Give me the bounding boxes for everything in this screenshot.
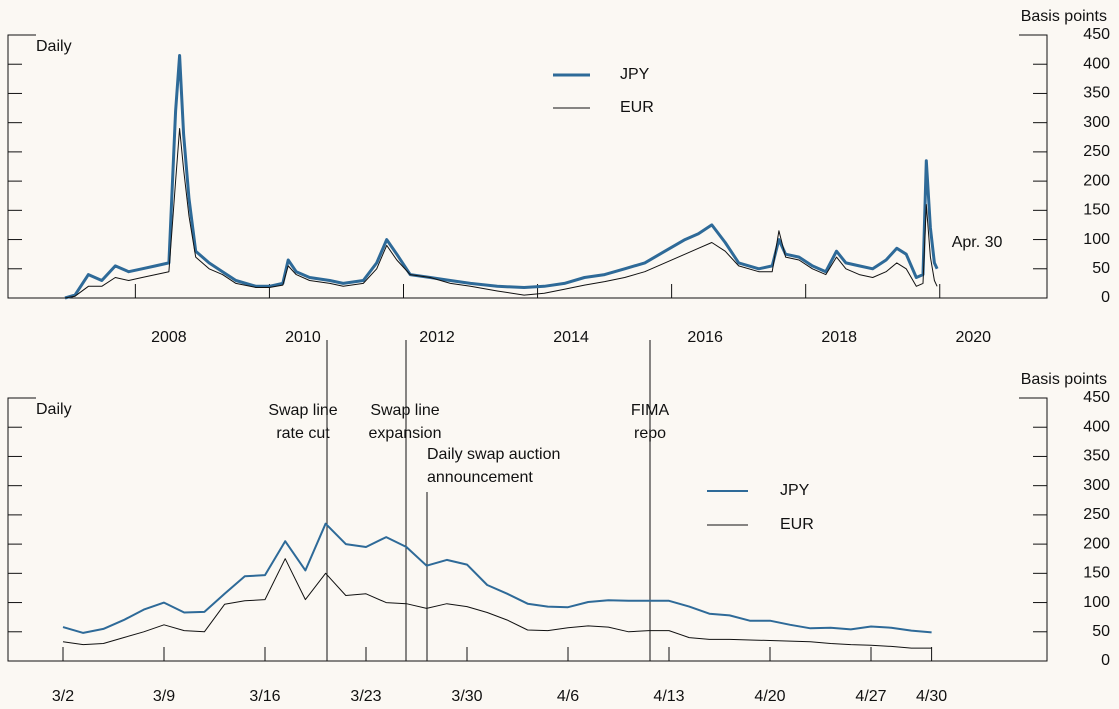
axis-line — [7, 397, 1048, 662]
x-tick-label: 2018 — [821, 329, 857, 346]
x-tick-label: 3/9 — [153, 688, 175, 705]
annotation: Daily — [36, 38, 72, 55]
y-tick-label: 400 — [1083, 55, 1110, 72]
x-tick-label: 4/30 — [916, 688, 947, 705]
x-tick-label: 4/13 — [653, 688, 684, 705]
x-tick-label: 4/27 — [855, 688, 886, 705]
event-label: rate cut — [276, 425, 330, 442]
y-tick-label: 50 — [1092, 623, 1110, 640]
y-tick-label: 300 — [1083, 477, 1110, 494]
event-label: expansion — [369, 425, 442, 442]
y-tick-label: 150 — [1083, 565, 1110, 582]
y-tick-label: 100 — [1083, 231, 1110, 248]
y-tick-label: 0 — [1101, 289, 1110, 306]
x-tick-label: 3/30 — [451, 688, 482, 705]
legend-label: EUR — [620, 99, 654, 116]
y-tick-label: 150 — [1083, 202, 1110, 219]
y-tick-label: 350 — [1083, 85, 1110, 102]
x-tick-label: 4/6 — [557, 688, 579, 705]
x-tick-label: 2014 — [553, 329, 589, 346]
event-label: FIMA — [631, 402, 670, 419]
y-tick-label: 450 — [1083, 389, 1110, 406]
x-tick-label: 3/23 — [350, 688, 381, 705]
axis-line — [7, 34, 1048, 299]
y-tick-label: 300 — [1083, 114, 1110, 131]
y-tick-label: 200 — [1083, 172, 1110, 189]
y-tick-label: 200 — [1083, 535, 1110, 552]
y-tick-label: 0 — [1101, 652, 1110, 669]
series-line — [62, 558, 932, 649]
annotation: Apr. 30 — [952, 234, 1003, 251]
series-line — [64, 128, 938, 299]
y-tick-label: 250 — [1083, 506, 1110, 523]
series-line — [64, 54, 939, 300]
event-label: Swap line — [370, 402, 439, 419]
x-tick-label: 3/2 — [52, 688, 74, 705]
y-axis-label: Basis points — [1021, 371, 1107, 388]
x-tick-label: 2020 — [955, 329, 991, 346]
x-tick-label: 2016 — [687, 329, 723, 346]
event-label: Daily swap auction — [427, 446, 560, 463]
legend-label: EUR — [780, 516, 814, 533]
y-tick-label: 100 — [1083, 594, 1110, 611]
annotation: Daily — [36, 401, 72, 418]
y-tick-label: 350 — [1083, 448, 1110, 465]
y-tick-label: 450 — [1083, 26, 1110, 43]
x-tick-label: 4/20 — [754, 688, 785, 705]
series-line — [62, 522, 932, 634]
y-axis-label: Basis points — [1021, 8, 1107, 25]
event-label: announcement — [427, 469, 533, 486]
y-tick-label: 50 — [1092, 260, 1110, 277]
y-tick-label: 250 — [1083, 143, 1110, 160]
event-label: repo — [634, 425, 666, 442]
legend-label: JPY — [780, 482, 810, 499]
x-tick-label: 2008 — [151, 329, 187, 346]
x-tick-label: 2010 — [285, 329, 321, 346]
legend-label: JPY — [620, 66, 650, 83]
x-tick-label: 2012 — [419, 329, 455, 346]
event-label: Swap line — [268, 402, 337, 419]
x-tick-label: 3/16 — [249, 688, 280, 705]
y-tick-label: 400 — [1083, 418, 1110, 435]
